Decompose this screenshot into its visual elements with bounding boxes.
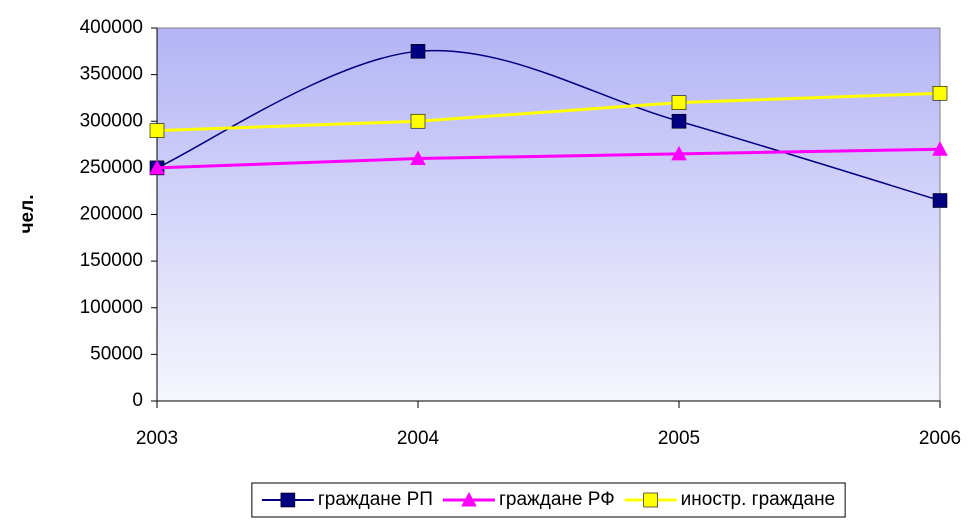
marker	[932, 193, 948, 208]
y-tick-label: 200000	[80, 204, 143, 225]
marker	[410, 150, 426, 166]
series-line	[156, 91, 941, 133]
legend-label: иностр. граждане	[681, 489, 836, 510]
x-tick-label: 2005	[658, 428, 700, 449]
legend-box	[251, 482, 846, 518]
marker	[149, 159, 165, 175]
plot-area	[156, 27, 941, 402]
marker	[671, 95, 687, 110]
x-tick-label: 2004	[397, 428, 440, 449]
marker	[671, 145, 687, 161]
y-tick-label: 50000	[90, 343, 143, 364]
y-tick-label: 0	[132, 390, 143, 411]
y-tick-label: 400000	[80, 17, 143, 38]
marker	[461, 491, 477, 507]
y-axis-label: чел.	[17, 195, 38, 234]
legend-label: граждане РП	[318, 489, 433, 510]
legend: граждане РП граждане РФ иностр. граждане	[251, 482, 846, 518]
x-tick-label: 2006	[919, 428, 961, 449]
marker	[932, 85, 948, 101]
series-line	[156, 147, 941, 170]
x-tick-label: 2003	[136, 428, 178, 449]
marker	[643, 492, 658, 508]
y-tick-label: 150000	[80, 250, 143, 271]
legend-label: граждане РФ	[499, 489, 615, 510]
marker	[149, 123, 165, 138]
marker	[280, 492, 296, 508]
series-line	[156, 49, 941, 202]
y-tick-label: 250000	[80, 157, 143, 178]
marker	[671, 113, 687, 129]
marker	[410, 44, 426, 59]
y-tick-label: 300000	[80, 110, 143, 131]
y-tick-label: 350000	[80, 64, 143, 85]
marker	[410, 113, 426, 129]
marker	[932, 141, 948, 156]
y-tick-label: 100000	[80, 297, 143, 318]
